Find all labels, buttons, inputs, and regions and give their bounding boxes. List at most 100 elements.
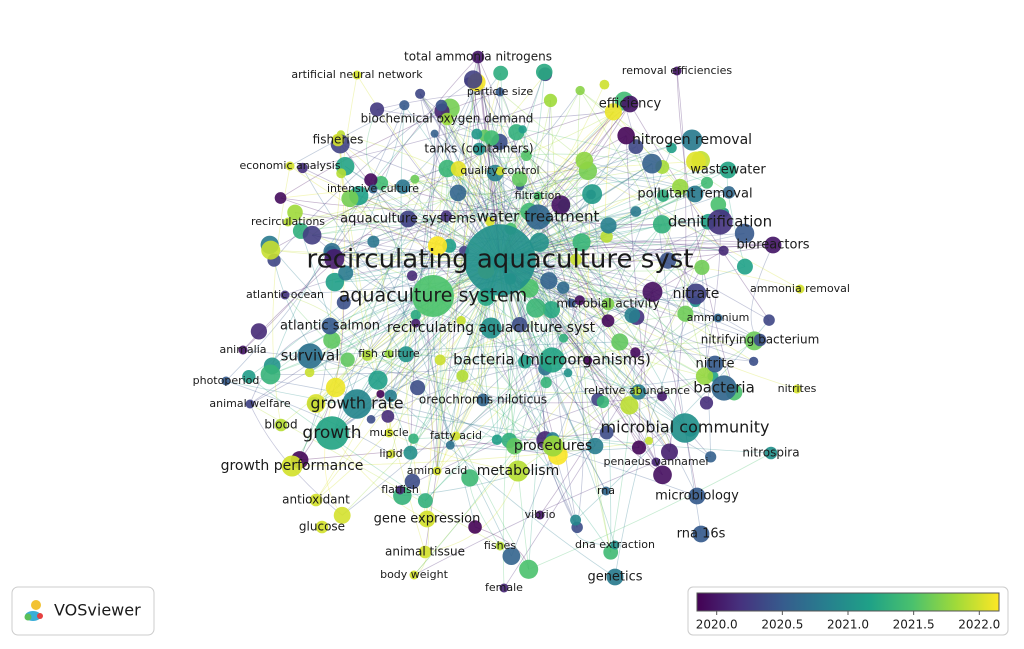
edge [419,93,527,156]
color-bar [696,592,1000,612]
node [539,347,565,373]
node [604,103,622,121]
edge [495,172,770,321]
edge [311,168,448,236]
edge [560,204,609,321]
node [432,466,442,476]
node [325,377,346,398]
edge [494,172,569,373]
brand-name: VOSviewer [54,601,141,620]
node-label: efficiency [599,97,662,112]
node [435,99,448,112]
node [606,568,624,586]
edge [280,91,501,199]
edge [584,160,730,193]
node [666,142,677,154]
edge [516,131,801,290]
node [670,413,700,443]
node-label: gene expression [374,512,481,527]
node [325,272,345,292]
node [403,445,418,460]
edge [343,170,589,303]
node-label: recirculating aquaculture syst [387,320,596,336]
edge [287,166,663,223]
edge [499,259,761,341]
edge [446,118,708,184]
node-label: body weight [380,568,448,581]
node [440,210,452,222]
edge [526,155,609,305]
edge [413,316,637,576]
edge [249,325,331,405]
node-label: fish culture [358,347,420,360]
node [476,393,490,407]
node [601,297,615,311]
edge [242,349,607,433]
node [352,70,362,80]
edge [372,56,479,190]
node [525,204,551,230]
edge [652,291,698,497]
edge [526,155,637,318]
edge [388,432,519,472]
edge [312,155,527,236]
edge [324,387,343,516]
node [611,333,629,351]
node [412,275,454,317]
edge [299,432,607,461]
node [526,298,546,318]
node [302,225,322,245]
edge [272,165,291,426]
node [472,142,486,156]
node [395,179,411,194]
node [570,514,582,526]
node-label: water treatment [477,208,600,226]
node [324,248,345,269]
node [381,409,395,423]
node-label: vibrio [525,508,556,521]
edge [528,309,552,570]
node [617,126,635,145]
node-label: particle size [467,85,534,98]
node [672,178,689,196]
edge [287,221,705,377]
edge [552,317,719,447]
edge [334,215,447,260]
edge [449,224,663,446]
node [660,443,678,461]
node [628,139,644,154]
edge [225,380,772,454]
edge [414,178,735,393]
node [445,440,455,450]
brand-box[interactable]: VOSviewer [11,586,155,636]
node [461,469,479,487]
node-label: muscle [369,426,409,439]
node [551,195,571,215]
node [651,457,661,467]
node [710,196,727,213]
edge [581,241,724,252]
edge [413,224,663,576]
node [250,323,268,340]
node [653,465,672,485]
node [283,217,293,227]
node [285,161,295,171]
edge [248,376,698,497]
node-label: photoperiod [193,374,260,387]
node [399,210,417,228]
node [624,307,641,324]
node [366,414,376,424]
edge [676,70,735,393]
node [417,493,433,509]
node [491,434,503,445]
node [297,162,308,174]
edge [519,211,637,325]
node-label: amino acid [407,464,468,477]
node-label: atlantic salmon [280,319,380,334]
node-label: intensive culture [327,182,419,195]
edge [419,93,711,458]
node [340,352,355,367]
node-label: tanks (containers) [424,142,533,156]
edge [225,380,392,455]
